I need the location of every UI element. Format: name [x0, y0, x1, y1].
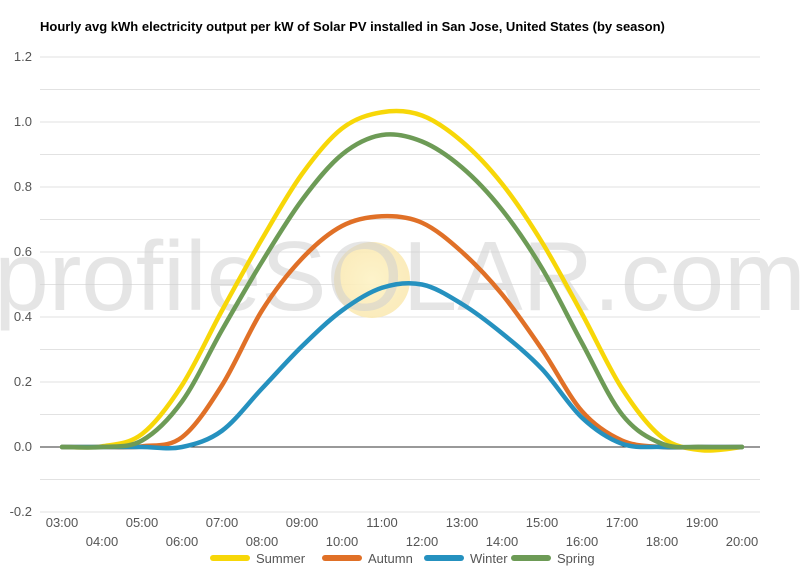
legend-item-winter[interactable]: Winter — [424, 548, 508, 568]
legend-item-spring[interactable]: Spring — [511, 548, 595, 568]
x-tick-label: 09:00 — [286, 515, 319, 530]
chart-legend: Summer Autumn Winter Spring — [0, 548, 800, 568]
x-tick-label: 16:00 — [566, 534, 599, 549]
series-line-winter — [59, 280, 745, 451]
x-tick-label: 06:00 — [166, 534, 199, 549]
legend-item-summer[interactable]: Summer — [210, 548, 305, 568]
x-tick-label: 19:00 — [686, 515, 719, 530]
legend-swatch — [511, 555, 551, 561]
x-tick-label: 17:00 — [606, 515, 639, 530]
legend-label: Summer — [256, 550, 306, 566]
y-tick-label: 0.2 — [14, 374, 32, 389]
x-tick-label: 08:00 — [246, 534, 279, 549]
x-tick-label: 10:00 — [326, 534, 359, 549]
x-tick-label: 13:00 — [446, 515, 479, 530]
y-tick-label: 0.4 — [14, 309, 32, 324]
legend-label: Spring — [557, 550, 595, 566]
series-line-spring — [59, 132, 745, 450]
watermark: profileSOLAR.com — [0, 221, 800, 331]
legend-label: Autumn — [368, 550, 413, 566]
series-line-summer — [59, 108, 745, 453]
y-tick-label: 0.0 — [14, 439, 32, 454]
legend-swatch — [424, 555, 464, 561]
y-tick-label: 0.6 — [14, 244, 32, 259]
legend-label: Winter — [470, 550, 508, 566]
y-tick-label: 0.8 — [14, 179, 32, 194]
x-tick-label: 11:00 — [366, 515, 398, 530]
x-tick-label: 14:00 — [486, 534, 519, 549]
x-tick-label: 15:00 — [526, 515, 559, 530]
x-tick-label: 03:00 — [46, 515, 79, 530]
x-tick-label: 18:00 — [646, 534, 679, 549]
x-tick-label: 05:00 — [126, 515, 159, 530]
y-tick-label: 1.0 — [14, 114, 32, 129]
x-tick-label: 04:00 — [86, 534, 119, 549]
y-tick-label: -0.2 — [10, 504, 32, 519]
x-tick-label: 20:00 — [726, 534, 759, 549]
watermark-text: profileSOLAR.com — [0, 221, 800, 331]
y-tick-label: 1.2 — [14, 49, 32, 64]
x-tick-label: 12:00 — [406, 534, 439, 549]
x-tick-label: 07:00 — [206, 515, 239, 530]
legend-swatch — [210, 555, 250, 561]
watermark-sun-icon — [334, 242, 410, 318]
chart-title: Hourly avg kWh electricity output per kW… — [40, 19, 665, 34]
legend-item-autumn[interactable]: Autumn — [322, 548, 413, 568]
legend-swatch — [322, 555, 362, 561]
series-line-autumn — [59, 213, 745, 450]
